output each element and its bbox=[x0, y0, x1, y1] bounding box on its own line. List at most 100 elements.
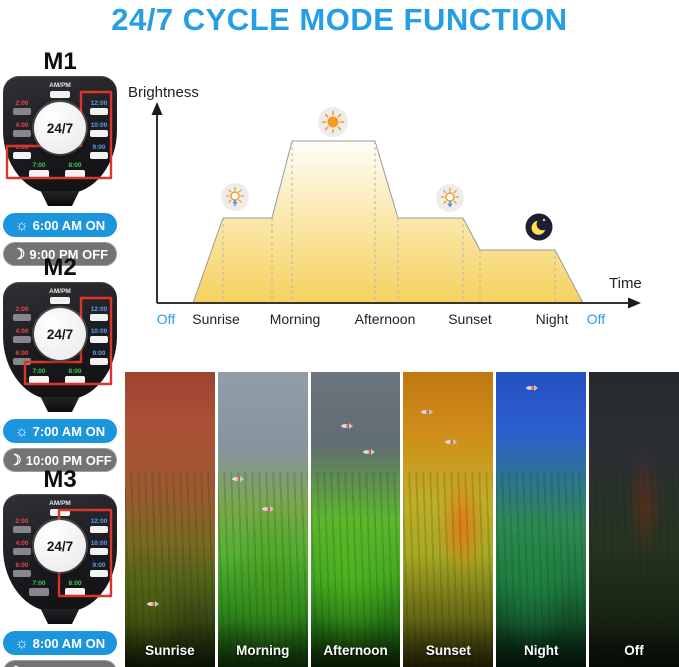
on-time-badge: ☼ 8:00 AM ON bbox=[3, 631, 117, 655]
fish bbox=[147, 601, 159, 607]
time-button bbox=[13, 108, 31, 115]
time-label: 7:00 bbox=[32, 368, 46, 375]
time-button bbox=[13, 570, 31, 577]
y-axis-label: Brightness bbox=[128, 84, 199, 101]
on-time-badge: ☼ 6:00 AM ON bbox=[3, 213, 117, 237]
time-label: 12:00 bbox=[90, 306, 108, 313]
time-label: 8:00 bbox=[68, 368, 82, 375]
off-time-badge: ☽ 9:00 PM OFF bbox=[3, 242, 117, 266]
time-button bbox=[65, 170, 85, 178]
time-button bbox=[65, 376, 85, 384]
x-tick-labels: Off Sunrise Morning Afternoon Sunset Nig… bbox=[157, 311, 606, 327]
tick-night: Night bbox=[536, 311, 569, 327]
off-time-badge: ☽ 10:00 PM OFF bbox=[3, 448, 117, 472]
fish bbox=[526, 385, 539, 391]
mode-name: M2 bbox=[43, 254, 77, 281]
page-title: 24/7 CYCLE MODE FUNCTION bbox=[111, 2, 568, 37]
time-button bbox=[90, 108, 108, 115]
sunset-icon bbox=[436, 184, 464, 212]
sun-icon: ☼ bbox=[14, 422, 29, 440]
fish bbox=[362, 449, 375, 455]
time-button bbox=[13, 152, 31, 159]
panel-label: Sunrise bbox=[145, 643, 195, 658]
y-axis bbox=[151, 102, 163, 303]
fish bbox=[231, 476, 244, 482]
mode-name: M1 bbox=[43, 48, 77, 75]
tick-off-right: Off bbox=[587, 311, 606, 327]
sunrise-icon bbox=[221, 183, 249, 211]
tick-morning: Morning bbox=[270, 311, 321, 327]
time-button bbox=[13, 358, 31, 365]
fish bbox=[340, 423, 353, 429]
fish bbox=[445, 439, 458, 445]
time-button bbox=[90, 570, 108, 577]
moon-icon: ☽ bbox=[8, 451, 22, 469]
time-button bbox=[90, 548, 108, 555]
panel-label: Night bbox=[523, 643, 559, 658]
dial-24-7-button: 24/7 bbox=[34, 308, 86, 360]
time-label: 2:00 bbox=[15, 100, 29, 107]
controller-neck bbox=[40, 191, 80, 206]
mode-name: M3 bbox=[43, 466, 77, 493]
time-button bbox=[13, 314, 31, 321]
brightness-chart: Brightness Time Off Sunrise Morning Afte… bbox=[128, 84, 642, 327]
time-button bbox=[29, 588, 49, 596]
timer-controller: AM/PM 2:00 4:00 6:00 12:00 10:00 9:00 7:… bbox=[3, 76, 117, 206]
on-time-text: 7:00 AM ON bbox=[32, 423, 106, 439]
timer-controller: AM/PM 2:00 4:00 6:00 12:00 10:00 9:00 7:… bbox=[3, 494, 117, 624]
tick-afternoon: Afternoon bbox=[355, 311, 416, 327]
off-time-badge: ☽ 11:00 PM OFF bbox=[3, 660, 117, 667]
controller-neck bbox=[40, 397, 80, 412]
on-time-badge: ☼ 7:00 AM ON bbox=[3, 419, 117, 443]
moon-icon: ☽ bbox=[11, 245, 26, 263]
panel-afternoon: Afternoon bbox=[310, 372, 401, 667]
noon-sun-icon bbox=[318, 107, 348, 137]
time-label: 4:00 bbox=[15, 540, 29, 547]
time-label: 8:00 bbox=[68, 162, 82, 169]
time-button bbox=[13, 548, 31, 555]
time-label: 4:00 bbox=[15, 328, 29, 335]
time-button bbox=[90, 358, 108, 365]
tick-off-left: Off bbox=[157, 311, 176, 327]
off-time-text: 10:00 PM OFF bbox=[25, 452, 112, 468]
time-label: 7:00 bbox=[32, 580, 46, 587]
panel-label: Sunset bbox=[425, 643, 471, 658]
panel-label: Morning bbox=[236, 643, 290, 658]
dashed-guides bbox=[222, 141, 556, 303]
controller-body: AM/PM 2:00 4:00 6:00 12:00 10:00 9:00 7:… bbox=[3, 494, 117, 612]
time-label: 10:00 bbox=[90, 122, 108, 129]
fish bbox=[421, 409, 434, 415]
timer-controller: AM/PM 2:00 4:00 6:00 12:00 10:00 9:00 7:… bbox=[3, 282, 117, 412]
time-label: 4:00 bbox=[15, 122, 29, 129]
time-label: 2:00 bbox=[15, 518, 29, 525]
time-label: 12:00 bbox=[90, 100, 108, 107]
panel-night: Night bbox=[496, 372, 587, 667]
time-button bbox=[90, 130, 108, 137]
time-label: 9:00 bbox=[92, 350, 106, 357]
moon-icon bbox=[525, 213, 553, 241]
dial-24-7-button: 24/7 bbox=[34, 520, 86, 572]
ampm-label: AM/PM bbox=[49, 500, 71, 507]
x-axis-label: Time bbox=[609, 275, 642, 292]
panel-morning: Morning bbox=[217, 372, 308, 667]
time-label: 9:00 bbox=[92, 562, 106, 569]
time-label: 10:00 bbox=[90, 328, 108, 335]
controller-body: AM/PM 2:00 4:00 6:00 12:00 10:00 9:00 7:… bbox=[3, 76, 117, 194]
off-time-text: 11:00 PM OFF bbox=[26, 665, 111, 667]
mode-card-m2: M2 AM/PM 2:00 4:00 6:00 12:00 10:00 9:00… bbox=[1, 254, 119, 472]
time-button bbox=[13, 336, 31, 343]
panel-label: Off bbox=[624, 643, 644, 658]
on-time-text: 6:00 AM ON bbox=[32, 217, 106, 233]
highlight-outline bbox=[23, 296, 113, 386]
time-label: 10:00 bbox=[90, 540, 108, 547]
time-button bbox=[29, 170, 49, 178]
mode-card-m1: M1 AM/PM 2:00 4:00 6:00 12:00 10:00 9:00… bbox=[1, 48, 119, 266]
controller-neck bbox=[40, 609, 80, 624]
time-label: 2:00 bbox=[15, 306, 29, 313]
time-label: 6:00 bbox=[15, 562, 29, 569]
mode-card-m3: M3 AM/PM 2:00 4:00 6:00 12:00 10:00 9:00… bbox=[1, 466, 119, 667]
time-label: 6:00 bbox=[15, 144, 29, 151]
ampm-button bbox=[50, 91, 70, 98]
dial-24-7-button: 24/7 bbox=[34, 102, 86, 154]
